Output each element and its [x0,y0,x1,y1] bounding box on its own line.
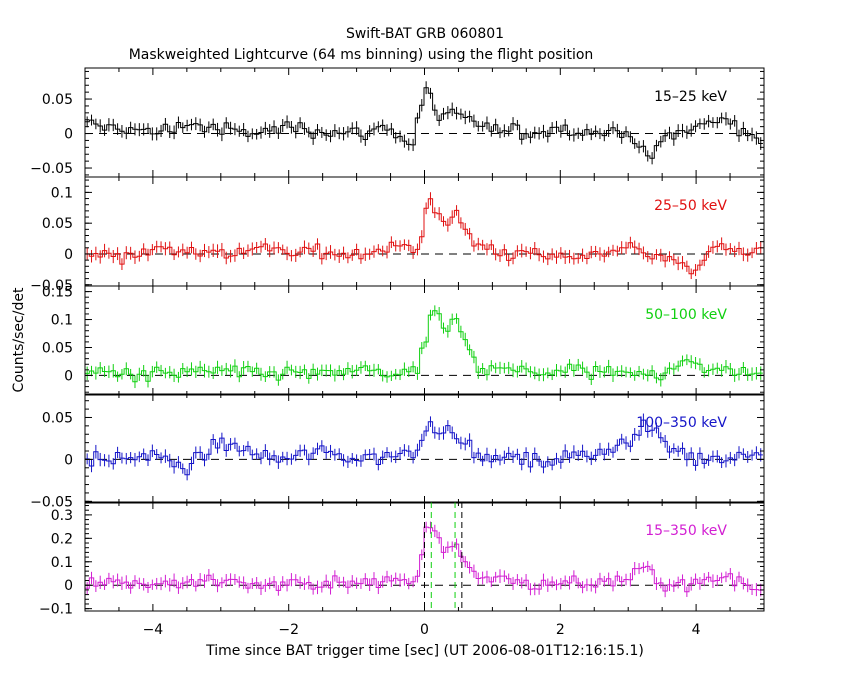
y-tick-label: 0 [64,368,73,384]
chart-subtitle: Maskweighted Lightcurve (64 ms binning) … [129,47,594,63]
band-label: 15–350 keV [645,523,727,539]
panel-2: −0.05 0 0.05 0.1 25–50 keV [30,176,765,294]
x-tick-labels: −4 −2 0 2 4 [143,622,701,638]
y-tick-label: 0 [64,452,73,468]
panels-group: −0.05 0 0.05 15–25 keV −0.05 0 0.05 0.1 25–50 ke… [30,67,765,618]
y-tick-label: 0.05 [42,92,73,108]
data-group [85,413,763,481]
y-tick-label: −0.1 [39,602,73,618]
series-line [85,310,763,383]
chart-title: Swift-BAT GRB 060801 [346,26,504,42]
y-tick-label: 0.3 [51,508,73,524]
y-tick-label: 0.05 [42,410,73,426]
x-tick-label: 2 [556,622,565,638]
band-label: 100–350 keV [636,415,727,431]
data-group [85,521,763,598]
y-tick-label: 0 [64,127,73,143]
data-group [85,192,763,280]
x-tick-label: −4 [143,622,164,638]
band-label: 25–50 keV [654,198,727,214]
x-tick-label: 0 [420,622,429,638]
y-tick-label: −0.05 [30,494,73,510]
x-tick-label: 4 [692,622,701,638]
data-group [85,81,763,165]
panel-1: −0.05 0 0.05 15–25 keV [30,67,765,178]
y-axis-title: Counts/sec/det [11,287,27,392]
panel-4: −0.05 0 0.05 100–350 keV [30,393,765,510]
y-tick-label: 0.1 [51,185,73,201]
y-tick-label: −0.05 [30,278,73,294]
y-tick-label: 0.1 [51,313,73,329]
band-label: 15–25 keV [654,89,727,105]
panel-3: 0 0.05 0.1 0.15 50–100 keV [42,285,765,396]
y-tick-label: 0.05 [42,216,73,232]
y-tick-label: 0.05 [42,340,73,356]
series-line [85,419,763,476]
y-tick-label: 0 [64,578,73,594]
y-tick-label: −0.05 [30,161,73,177]
x-axis-title: Time since BAT trigger time [sec] (UT 20… [205,643,644,659]
data-group [85,305,763,389]
panel-frame [84,393,765,504]
series-line [85,87,763,159]
series-line [85,198,763,275]
y-tick-label: 0 [64,247,73,263]
band-label: 50–100 keV [645,307,727,323]
panel-5: −0.1 0 0.1 0.2 0.3 15–350 keV [39,501,765,618]
series-line [85,526,763,593]
x-tick-label: −2 [278,622,299,638]
y-tick-label: 0.2 [51,531,73,547]
y-tick-label: 0.1 [51,555,73,571]
y-tick-label: 0.15 [42,285,73,301]
panel-frame [84,285,765,396]
